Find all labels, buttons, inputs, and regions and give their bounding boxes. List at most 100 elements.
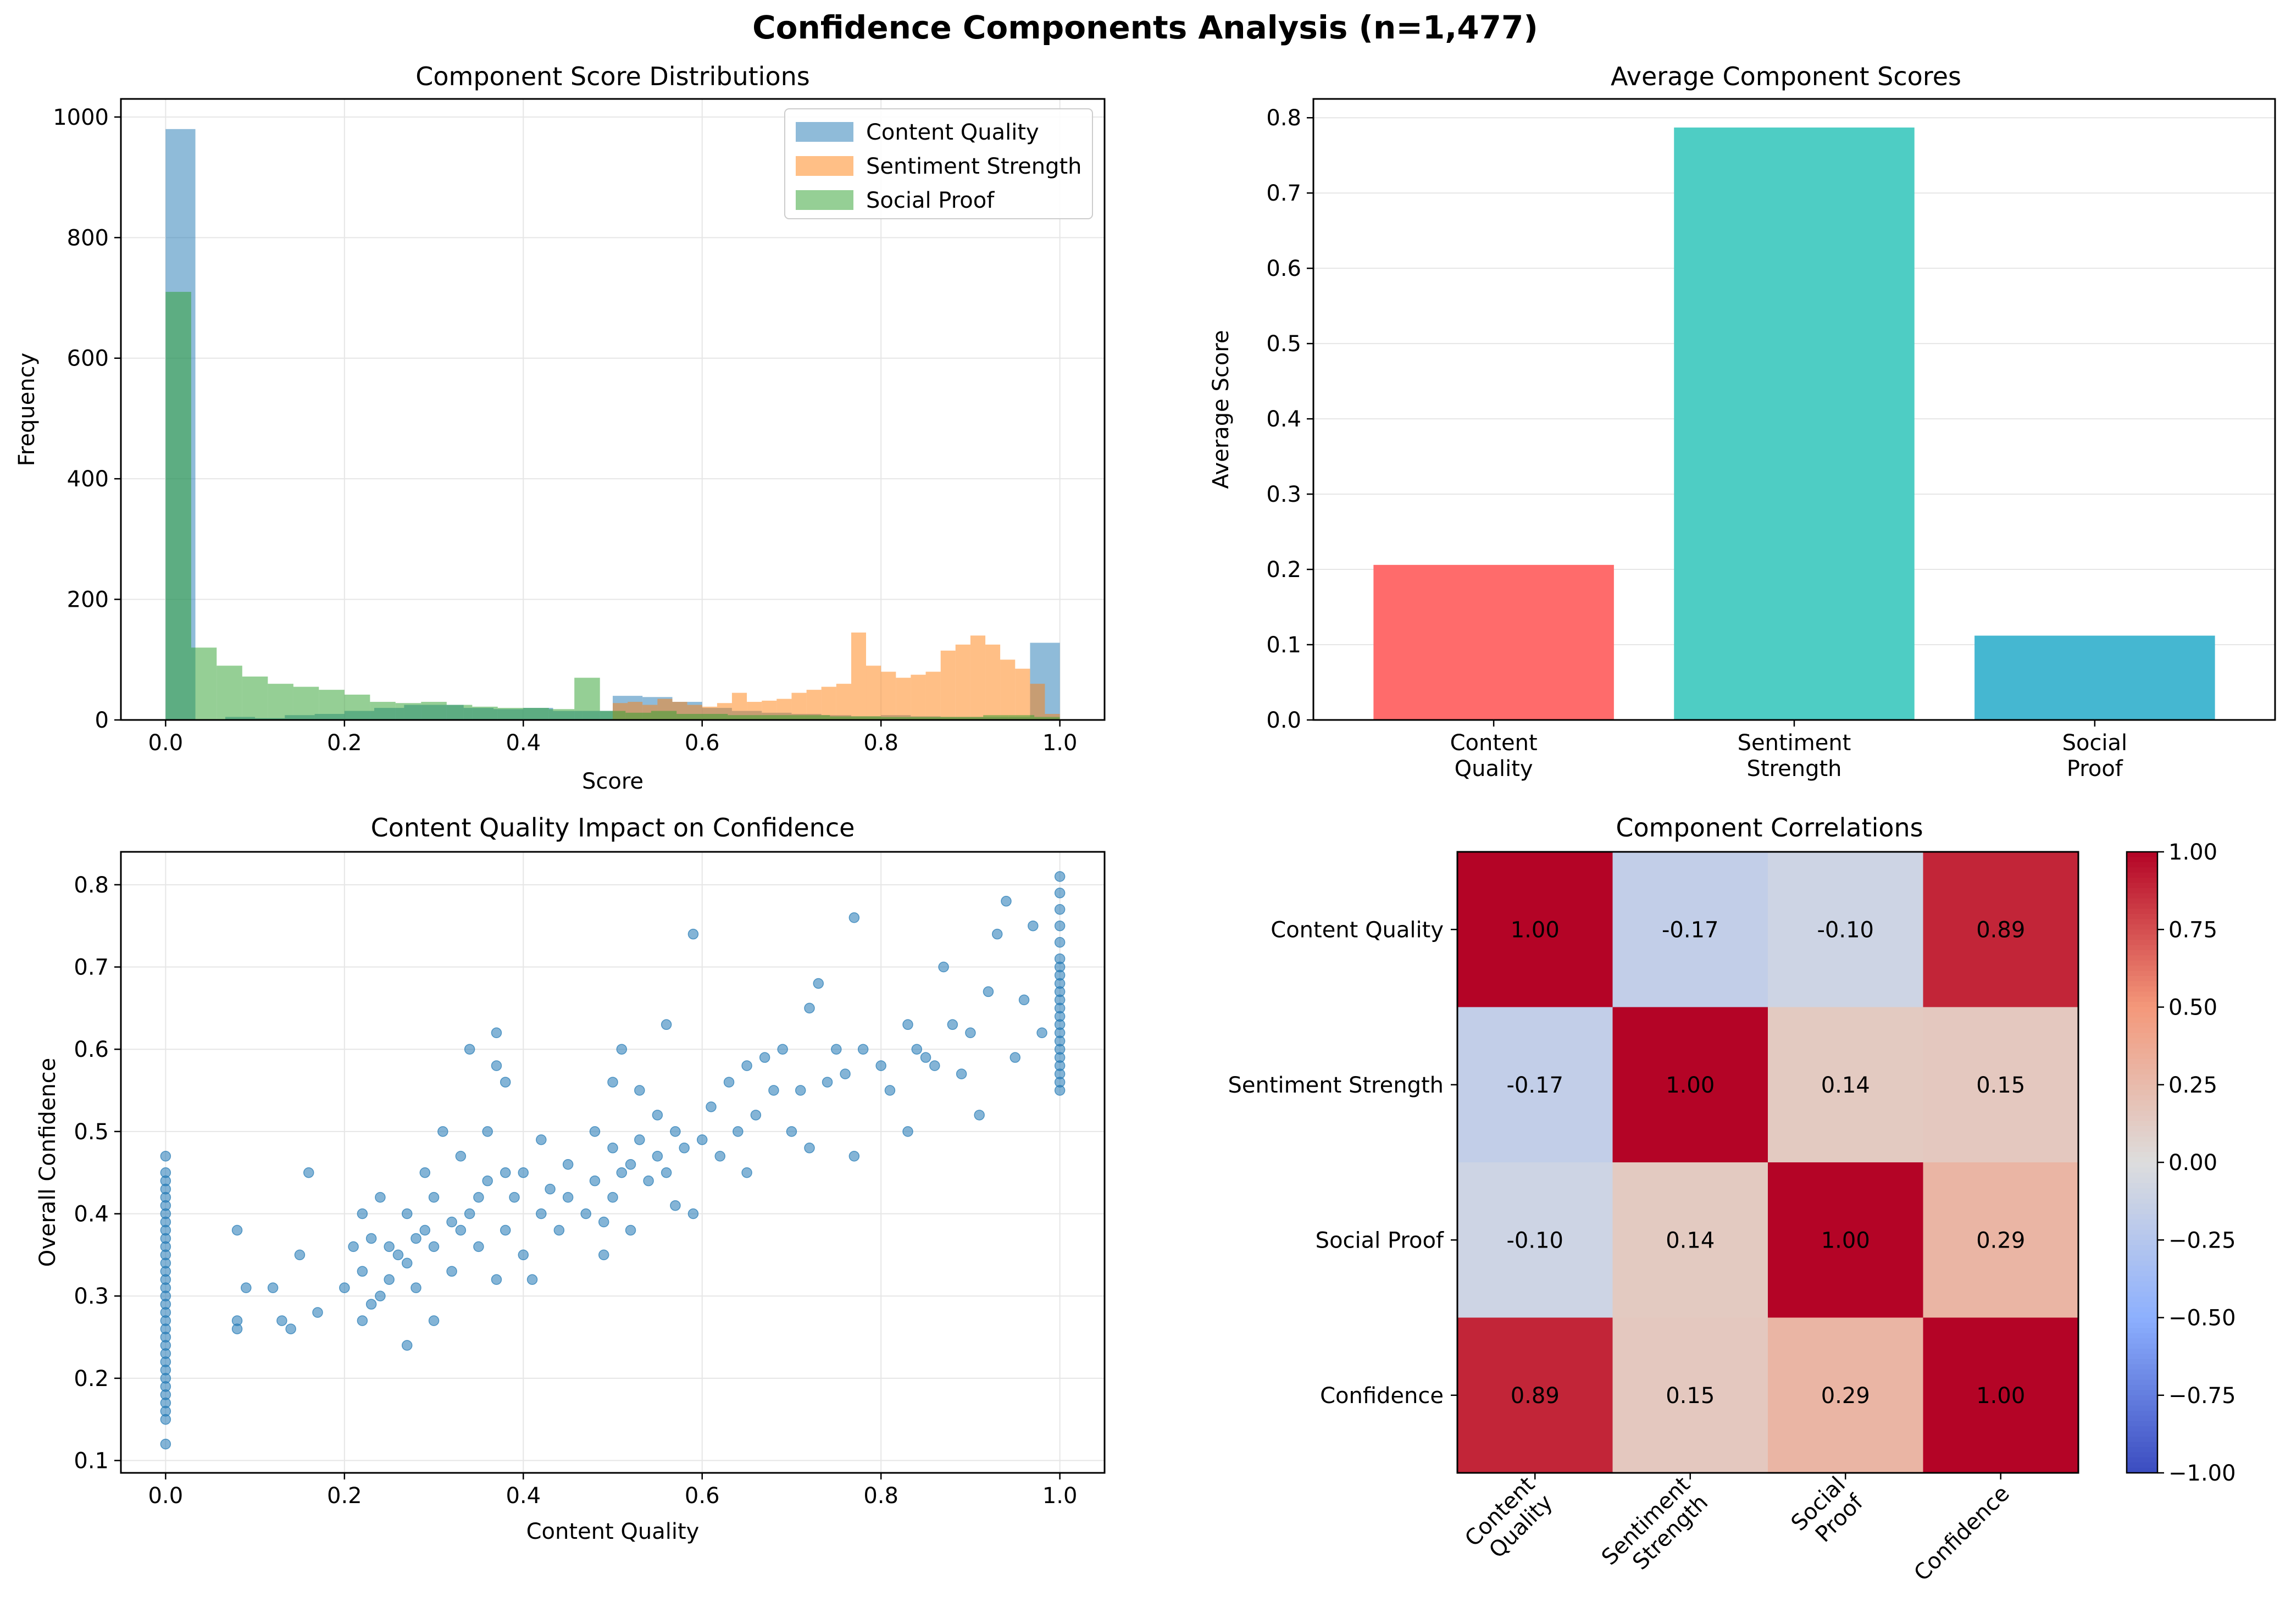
colorbar-segment bbox=[2127, 1338, 2157, 1344]
histogram-frame bbox=[120, 98, 1106, 721]
scatter-x-tick-label: 0.6 bbox=[685, 1483, 720, 1509]
colorbar-segment bbox=[2127, 1437, 2157, 1443]
colorbar-segment bbox=[2127, 1214, 2157, 1220]
colorbar-tick-label: 0.75 bbox=[2168, 917, 2217, 943]
histogram-bar bbox=[985, 644, 1001, 720]
scatter-points bbox=[160, 871, 1066, 1450]
scatter-point bbox=[1054, 920, 1066, 932]
histogram-y-tick-label: 1000 bbox=[53, 105, 109, 130]
heatmap-cell-label: 0.15 bbox=[1976, 1073, 2025, 1098]
scatter-xlabel: Content Quality bbox=[526, 1519, 700, 1544]
scatter-point bbox=[428, 1315, 440, 1326]
scatter-point bbox=[652, 1110, 663, 1121]
scatter-point bbox=[938, 961, 949, 973]
scatter-point bbox=[536, 1208, 547, 1220]
average-y-tick-label: 0.6 bbox=[1266, 256, 1301, 281]
histogram-bar bbox=[957, 717, 984, 720]
colorbar-segment bbox=[2127, 1110, 2157, 1117]
scatter-point bbox=[670, 1200, 681, 1211]
scatter-point bbox=[419, 1224, 431, 1236]
colorbar-segment bbox=[2127, 883, 2157, 889]
scatter-point bbox=[983, 986, 994, 997]
scatter-point bbox=[723, 1077, 735, 1088]
colorbar-segment bbox=[2127, 1390, 2157, 1396]
colorbar-segment bbox=[2127, 862, 2157, 868]
average-ylabel: Average Score bbox=[1208, 330, 1234, 489]
scatter-point bbox=[526, 1274, 538, 1285]
scatter-point bbox=[375, 1191, 386, 1203]
scatter-point bbox=[464, 1208, 475, 1220]
colorbar-segment bbox=[2127, 1090, 2157, 1096]
average-x-tick-label: Social Proof bbox=[2062, 730, 2128, 781]
colorbar-segment bbox=[2127, 1204, 2157, 1210]
colorbar-segment bbox=[2127, 1167, 2157, 1173]
heatmap-cell bbox=[1923, 1162, 2079, 1318]
scatter-point bbox=[473, 1241, 484, 1252]
histogram-bar bbox=[472, 706, 498, 720]
scatter-point bbox=[840, 1068, 851, 1079]
colorbar-tick-label: 0.25 bbox=[2168, 1073, 2217, 1098]
heatmap-cell bbox=[1768, 1162, 1923, 1318]
scatter-x-tick-label: 0.8 bbox=[863, 1483, 898, 1509]
heatmap-cells: 1.00 -0.17 -0.10 0.89 -0.17 1.00 0.14 0.15 -0.10… bbox=[1457, 852, 2079, 1473]
colorbar-segment bbox=[2127, 1411, 2157, 1417]
colorbar-segment bbox=[2127, 1043, 2157, 1049]
scatter-point bbox=[598, 1216, 609, 1228]
scatter-point bbox=[652, 1151, 663, 1162]
histogram-x-tick-label: 0.4 bbox=[506, 730, 541, 756]
colorbar-segment bbox=[2127, 934, 2157, 940]
colorbar-segment bbox=[2127, 1084, 2157, 1090]
colorbar-segment bbox=[2127, 1276, 2157, 1282]
heatmap-row-label: Social Proof bbox=[1316, 1228, 1444, 1253]
colorbar-segment bbox=[2127, 1178, 2157, 1184]
heatmap-cell-label: 0.15 bbox=[1666, 1383, 1715, 1409]
scatter-point bbox=[598, 1249, 609, 1261]
heatmap-cell-label: -0.17 bbox=[1662, 917, 1719, 943]
heatmap-row-label: Confidence bbox=[1320, 1383, 1444, 1409]
average-ticks: 0.0 0.1 0.2 0.3 0.4 0.5 0.6 0.7 0.8 Content Qualit… bbox=[1266, 106, 2127, 781]
colorbar-segment bbox=[2127, 986, 2157, 993]
scatter-ticks: 0.0 0.2 0.4 0.6 0.8 1.0 0.1 0.2 0.3 0.4 0.5 0.6 0.7 0… bbox=[74, 873, 1077, 1509]
average-y-tick-label: 0.3 bbox=[1266, 482, 1301, 507]
histogram-x-tick-label: 0.8 bbox=[863, 730, 898, 756]
scatter-point bbox=[419, 1167, 431, 1178]
scatter-point bbox=[562, 1191, 574, 1203]
scatter-y-tick-label: 0.7 bbox=[74, 955, 109, 980]
scatter-point bbox=[384, 1241, 395, 1252]
colorbar-segment bbox=[2127, 929, 2157, 935]
histogram-bar bbox=[881, 717, 907, 720]
scatter-point bbox=[357, 1208, 368, 1220]
scatter-point bbox=[831, 1044, 842, 1055]
scatter-y-tick-label: 0.3 bbox=[74, 1284, 109, 1309]
scatter-point bbox=[401, 1257, 413, 1269]
colorbar-segment bbox=[2127, 1172, 2157, 1179]
scatter-point bbox=[428, 1241, 440, 1252]
heatmap-cell bbox=[1923, 1317, 2079, 1473]
average-bar bbox=[1674, 128, 1915, 720]
heatmap-cell bbox=[1923, 1007, 2079, 1163]
colorbar-segment bbox=[2127, 1234, 2157, 1241]
scatter-point bbox=[1054, 904, 1066, 915]
colorbar-segment bbox=[2127, 1131, 2157, 1137]
legend-label: Sentiment Strength bbox=[866, 154, 1082, 179]
colorbar-segment bbox=[2127, 1260, 2157, 1267]
histogram-bar bbox=[268, 684, 293, 720]
heatmap-cell-label: 0.29 bbox=[1821, 1383, 1870, 1409]
scatter-point bbox=[929, 1060, 940, 1071]
colorbar-segment bbox=[2127, 1255, 2157, 1261]
scatter-point bbox=[357, 1315, 368, 1326]
histogram-bar bbox=[702, 714, 728, 720]
scatter-point bbox=[411, 1282, 421, 1293]
colorbar-segment bbox=[2127, 1322, 2157, 1329]
scatter-point bbox=[401, 1208, 413, 1220]
colorbar-segment bbox=[2127, 940, 2157, 946]
scatter-y-tick-label: 0.8 bbox=[74, 873, 109, 898]
histogram-ylabel: Frequency bbox=[14, 353, 40, 467]
histogram-bar bbox=[728, 715, 753, 720]
scatter-point bbox=[920, 1052, 931, 1063]
colorbar-segment bbox=[2127, 1017, 2157, 1023]
scatter-point bbox=[616, 1044, 628, 1055]
legend-swatch bbox=[796, 190, 853, 210]
scatter-point bbox=[857, 1044, 869, 1055]
